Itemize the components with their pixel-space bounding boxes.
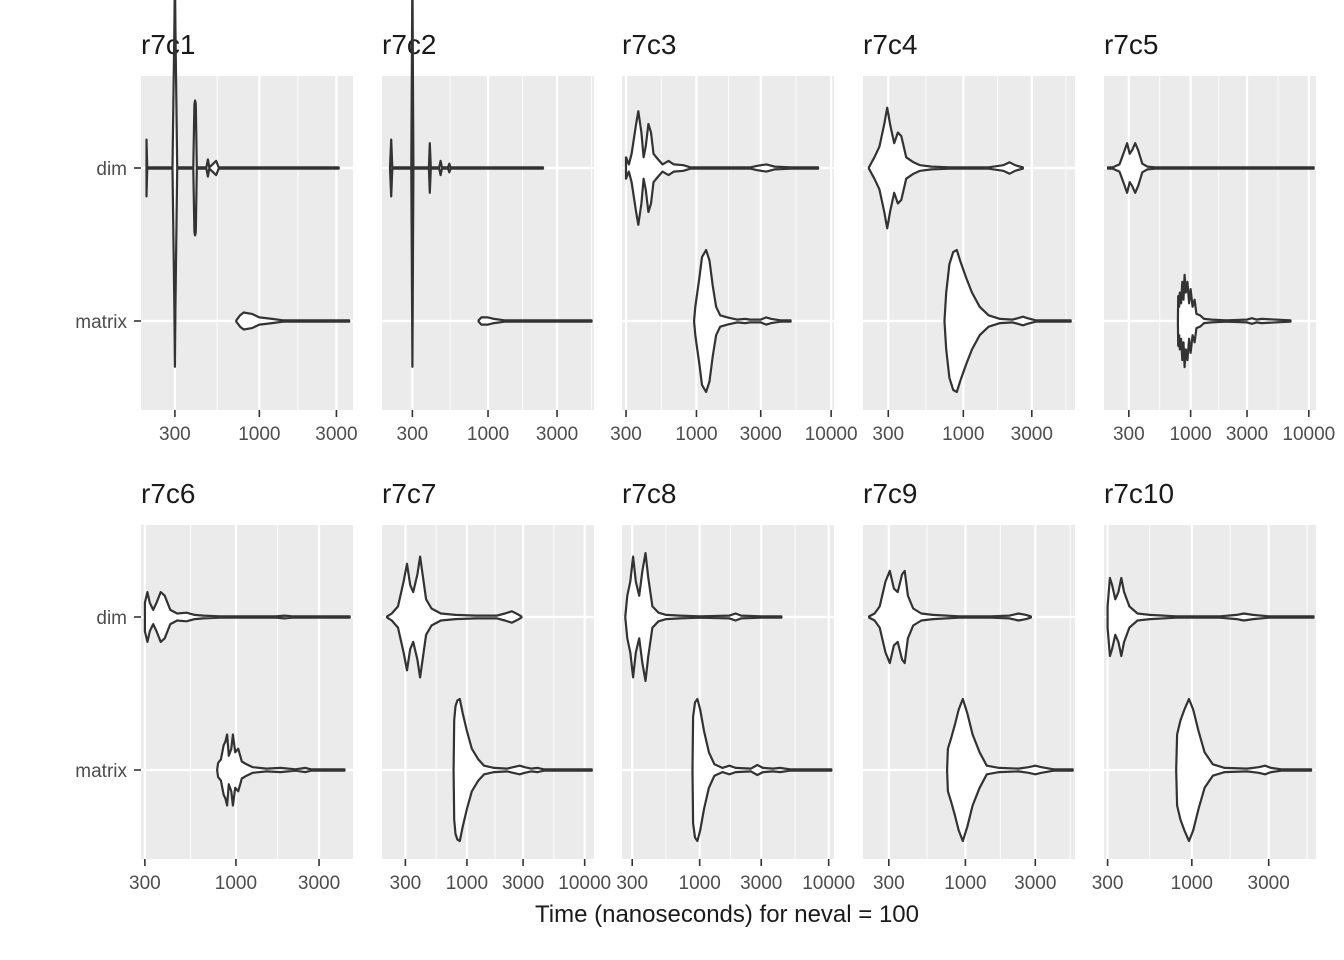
violin-matrix	[452, 697, 593, 843]
violin-dim	[624, 552, 783, 682]
facet-title: r7c4	[863, 29, 917, 60]
facet-r7c9: r7c9 300 1000 3000	[863, 478, 1075, 894]
facet-title: r7c5	[1104, 29, 1158, 60]
violin-dim	[624, 110, 820, 226]
x-tick-label: 1000	[215, 873, 257, 894]
y-tick-label-dim: dim	[96, 608, 127, 629]
violin-matrix	[216, 733, 346, 807]
facet-title: r7c3	[622, 29, 676, 60]
x-tick-label: 300	[397, 424, 429, 445]
x-tick-label: 10000	[1282, 424, 1335, 445]
violin-matrix	[691, 697, 833, 843]
facet-r7c7: r7c7 300 1000 3000 10000	[382, 478, 611, 894]
x-tick-label: 3000	[1248, 873, 1290, 894]
violin-dim	[388, 0, 545, 368]
facet-r7c2: r7c2 300 1000 3000	[382, 0, 594, 445]
panel-background	[622, 76, 834, 410]
facet-r7c1: r7c1 300 1000 3000	[141, 0, 358, 445]
x-tick-label: 10000	[802, 873, 855, 894]
violin-dim	[1106, 576, 1315, 658]
violin-matrix	[943, 248, 1072, 394]
x-axis-title: Time (nanoseconds) for neval = 100	[535, 901, 919, 928]
x-tick-label: 10000	[805, 424, 858, 445]
violin-matrix	[946, 697, 1074, 843]
violin-matrix	[693, 248, 792, 394]
x-tick-label: 3000	[1014, 873, 1056, 894]
x-tick-label: 300	[616, 873, 648, 894]
facet-r7c6: r7c6 300 1000 3000	[129, 478, 353, 894]
x-tick-label: 300	[390, 873, 422, 894]
x-tick-label: 3000	[536, 424, 578, 445]
x-tick-label: 300	[1092, 873, 1124, 894]
x-tick-label: 1000	[1169, 424, 1211, 445]
panel-background	[1104, 76, 1316, 410]
violin-dim	[145, 0, 340, 368]
panel-background	[382, 525, 594, 859]
x-tick-label: 1000	[942, 424, 984, 445]
facet-r7c5: r7c5 300 1000 3000 10000	[1104, 29, 1335, 445]
x-tick-label: 1000	[1171, 873, 1213, 894]
x-tick-label: 1000	[238, 424, 280, 445]
x-tick-label: 10000	[558, 873, 611, 894]
x-tick-label: 3000	[315, 424, 357, 445]
x-tick-label: 3000	[740, 424, 782, 445]
panel-background	[141, 525, 353, 859]
violin-dim	[868, 569, 1032, 665]
y-tick-label-dim: dim	[96, 159, 127, 180]
violin-matrix	[1176, 273, 1292, 369]
violin-dim	[867, 106, 1024, 230]
x-tick-label: 1000	[446, 873, 488, 894]
x-tick-label: 300	[129, 873, 161, 894]
violin-dim	[143, 591, 351, 643]
violin-matrix	[1175, 697, 1313, 843]
facet-title: r7c8	[622, 478, 676, 509]
x-tick-label: 300	[873, 873, 905, 894]
facet-title: r7c6	[141, 478, 195, 509]
facet-r7c4: r7c4 300 1000 3000	[863, 29, 1075, 445]
facet-r7c8: r7c8 300 1000 3000 10000	[616, 478, 855, 894]
facet-title: r7c10	[1104, 478, 1174, 509]
x-tick-label: 1000	[675, 424, 717, 445]
facet-r7c3: r7c3 300 1000 3000 10000	[610, 29, 857, 445]
y-tick-label-matrix: matrix	[75, 761, 127, 782]
facet-r7c10: r7c10 300 1000 3000	[1092, 478, 1316, 894]
x-tick-label: 300	[610, 424, 642, 445]
violin-dim	[386, 555, 523, 679]
facet-grid: dim matrix dim matrix r7c1 300 1000 3000 r7c2 300…	[75, 0, 1335, 894]
x-tick-label: 300	[159, 424, 191, 445]
violin-dim	[1106, 142, 1315, 194]
facet-title: r7c2	[382, 29, 436, 60]
x-tick-label: 3000	[1226, 424, 1268, 445]
y-tick-label-matrix: matrix	[75, 312, 127, 333]
facet-title: r7c9	[863, 478, 917, 509]
x-tick-label: 1000	[467, 424, 509, 445]
x-tick-label: 1000	[679, 873, 721, 894]
x-tick-label: 3000	[740, 873, 782, 894]
x-tick-label: 3000	[502, 873, 544, 894]
violin-matrix	[235, 311, 351, 331]
x-tick-label: 300	[872, 424, 904, 445]
panel-background	[622, 525, 834, 859]
x-tick-label: 1000	[944, 873, 986, 894]
x-tick-label: 3000	[1011, 424, 1053, 445]
x-tick-label: 3000	[298, 873, 340, 894]
facet-title: r7c7	[382, 478, 436, 509]
violin-matrix	[477, 316, 593, 326]
x-tick-label: 300	[1113, 424, 1145, 445]
panel-background	[1104, 525, 1316, 859]
facet-title: r7c1	[141, 29, 195, 60]
